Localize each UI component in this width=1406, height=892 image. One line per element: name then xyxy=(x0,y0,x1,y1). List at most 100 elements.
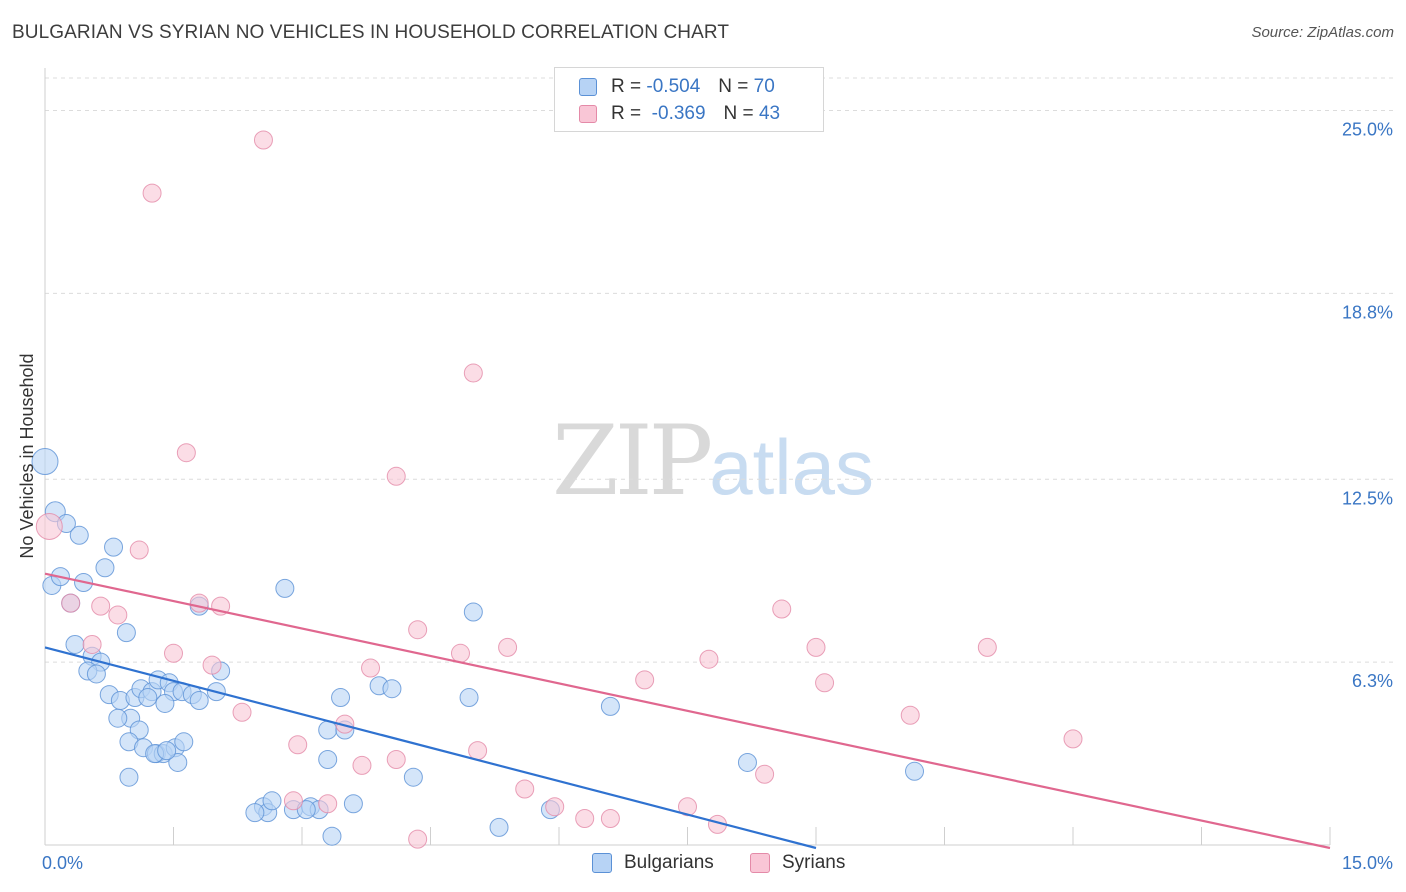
bulgarian-point xyxy=(245,803,265,823)
syrian-point xyxy=(699,649,719,669)
bulgarian-point xyxy=(463,602,483,622)
syrian-point xyxy=(900,705,920,725)
bottom-legend-syrians: Syrians xyxy=(750,852,845,874)
syrians-legend-label: Syrians xyxy=(782,852,846,873)
y-tick-label: 12.5% xyxy=(1342,488,1393,508)
legend-n-value-bulgarians: 70 xyxy=(753,76,775,97)
x-tick-label: 15.0% xyxy=(1342,853,1393,873)
bulgarian-point xyxy=(155,693,175,713)
legend-row-syrians: R = -0.369 N = 43 xyxy=(579,101,780,127)
syrian-point xyxy=(129,540,149,560)
syrian-point xyxy=(977,637,997,657)
data-points xyxy=(31,130,1083,849)
correlation-legend: R = -0.504 N = 70 R = -0.369 N = 43 xyxy=(554,67,824,132)
syrian-point xyxy=(82,634,102,654)
x-tick-label: 0.0% xyxy=(42,853,83,873)
syrian-point xyxy=(545,797,565,817)
bulgarian-point xyxy=(322,826,342,846)
bulgarians-legend-label: Bulgarians xyxy=(624,852,714,873)
syrian-point xyxy=(164,643,183,663)
syrian-point xyxy=(450,643,470,663)
bulgarian-point xyxy=(65,634,85,654)
bulgarian-point xyxy=(119,767,139,787)
bulgarian-point xyxy=(95,558,115,578)
y-tick-label: 18.8% xyxy=(1342,302,1393,322)
bulgarian-point xyxy=(189,691,209,710)
watermark: ZIPatlas xyxy=(552,405,874,517)
bulgarian-point xyxy=(382,679,402,699)
y-tick-label: 6.3% xyxy=(1352,671,1393,691)
syrian-point xyxy=(755,764,775,784)
syrian-point xyxy=(386,466,406,486)
syrians-swatch xyxy=(579,105,597,123)
syrian-point xyxy=(1063,729,1083,749)
legend-n-label: N = xyxy=(718,76,749,97)
bulgarian-point xyxy=(31,448,59,476)
bulgarian-point xyxy=(104,537,124,557)
syrian-point xyxy=(806,637,826,657)
syrian-point xyxy=(232,702,252,722)
syrian-point xyxy=(108,605,128,625)
syrian-point xyxy=(288,735,308,755)
syrian-point xyxy=(61,593,81,613)
syrian-point xyxy=(468,741,488,761)
bulgarian-point xyxy=(403,767,423,787)
chart-source: Source: ZipAtlas.com xyxy=(1251,24,1394,41)
syrian-point xyxy=(361,658,381,678)
syrian-point xyxy=(202,655,222,675)
syrian-point xyxy=(463,363,483,383)
syrians-legend-swatch xyxy=(750,853,770,873)
legend-row-bulgarians: R = -0.504 N = 70 xyxy=(579,74,775,100)
syrian-point xyxy=(575,809,595,828)
legend-n-value-syrians: 43 xyxy=(758,103,781,124)
bulgarian-point xyxy=(343,794,363,814)
bottom-legend-bulgarians: Bulgarians xyxy=(592,852,714,874)
bulgarians-swatch xyxy=(579,78,597,96)
bulgarian-point xyxy=(489,817,509,837)
axes xyxy=(44,68,1331,846)
syrian-point xyxy=(635,670,655,690)
legend-n-label: N = xyxy=(723,103,754,124)
tick-labels: 6.3% 12.5% 18.8% 25.0% 0.0% 15.0% No Vehicles … xyxy=(17,120,1393,874)
bulgarian-point xyxy=(86,664,106,684)
bulgarian-point xyxy=(600,696,620,716)
grid-lines xyxy=(45,77,1394,663)
syrian-point xyxy=(515,779,535,799)
bulgarian-point xyxy=(138,688,158,708)
syrian-point xyxy=(283,791,303,811)
syrian-point xyxy=(253,130,273,150)
bulgarian-point xyxy=(168,752,188,772)
syrian-point xyxy=(176,443,196,463)
bulgarian-point xyxy=(69,525,89,545)
syrian-point xyxy=(318,794,338,814)
bulgarian-point xyxy=(737,752,757,772)
y-tick-label: 25.0% xyxy=(1342,120,1393,140)
syrian-point xyxy=(91,596,111,616)
bulgarian-point xyxy=(331,688,351,708)
chart-title: BULGARIAN VS SYRIAN NO VEHICLES IN HOUSE… xyxy=(12,22,730,43)
syrian-point xyxy=(386,750,406,769)
syrian-point xyxy=(408,620,428,640)
bulgarian-point xyxy=(174,732,194,752)
syrian-point xyxy=(35,512,63,540)
watermark-zip: ZIP xyxy=(552,405,713,517)
bulgarian-point xyxy=(108,708,128,728)
syrian-point xyxy=(408,829,428,849)
bulgarian-point xyxy=(157,741,177,761)
bulgarians-trend-line xyxy=(44,646,817,850)
legend-r-label: R = xyxy=(611,103,642,124)
bulgarian-point xyxy=(262,791,282,811)
bulgarian-point xyxy=(275,578,295,598)
trend-lines xyxy=(44,572,1331,850)
y-axis-label: No Vehicles in Household xyxy=(17,353,37,558)
syrian-point xyxy=(600,809,620,828)
legend-r-value-bulgarians: -0.504 xyxy=(646,76,701,97)
legend-r-value-syrians: -0.369 xyxy=(651,103,706,124)
bulgarian-point xyxy=(318,750,338,769)
syrian-point xyxy=(142,183,162,203)
bulgarians-legend-swatch xyxy=(592,853,612,873)
syrian-point xyxy=(815,673,835,693)
syrian-point xyxy=(189,593,209,613)
syrian-point xyxy=(772,599,792,619)
